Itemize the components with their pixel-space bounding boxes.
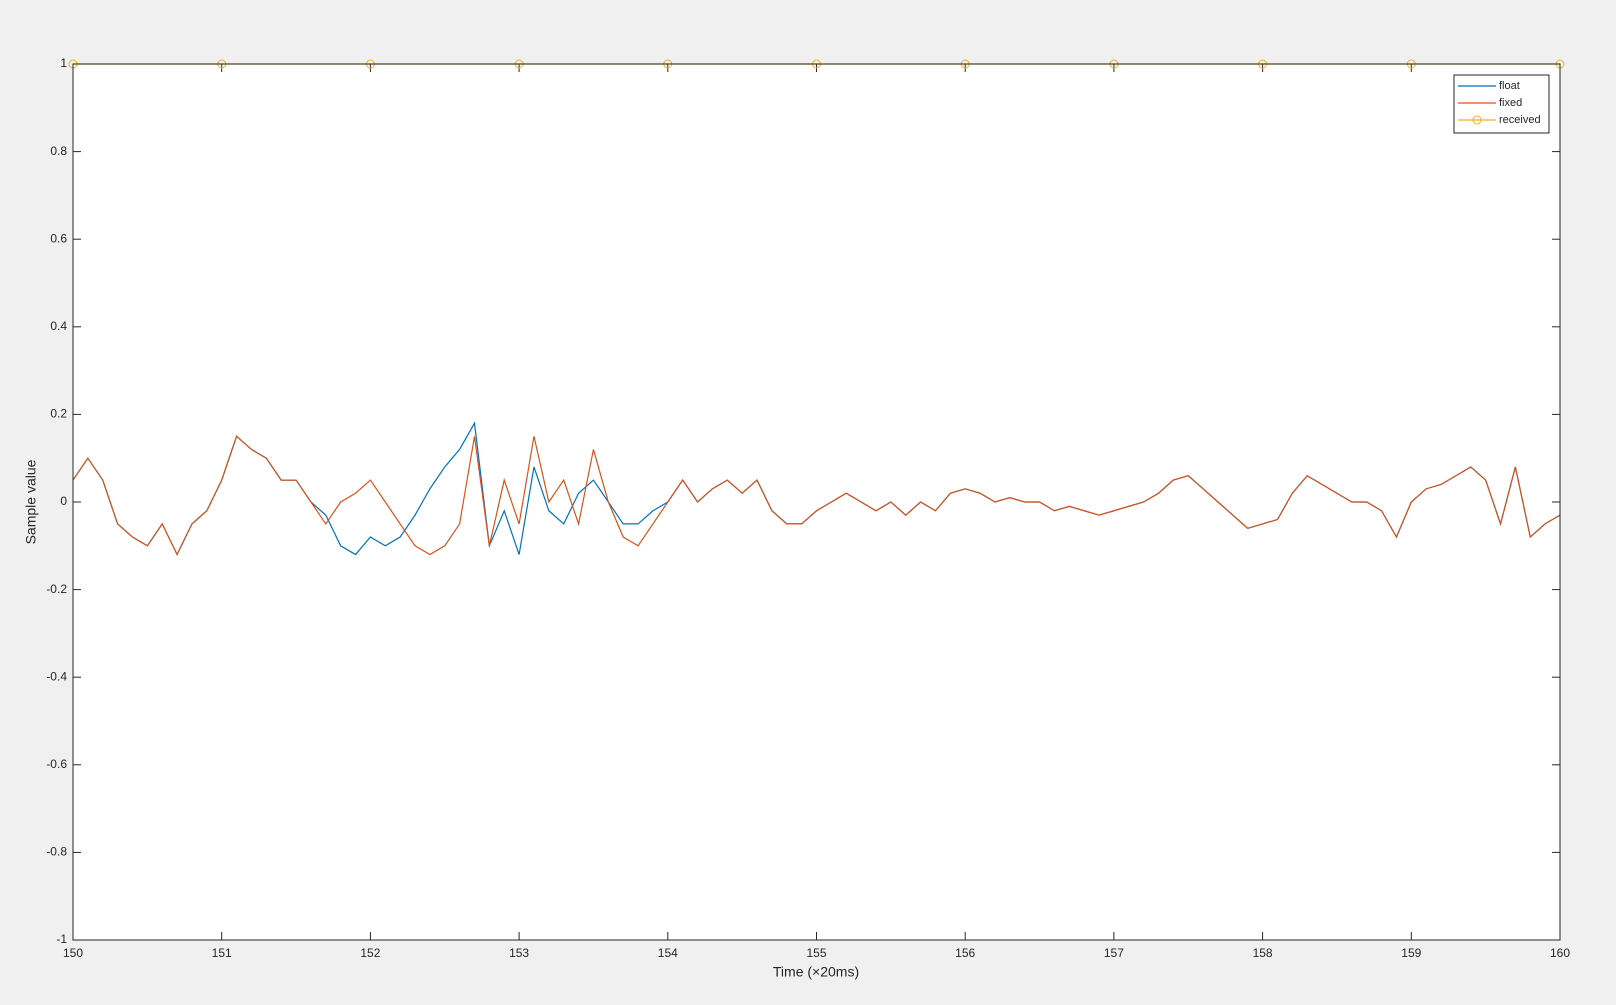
y-tick-label: 1 [60, 56, 67, 70]
legend-label: fixed [1499, 97, 1522, 109]
y-tick-label: 0.6 [50, 231, 67, 245]
x-tick-label: 158 [1253, 946, 1273, 960]
y-tick-label: -0.8 [46, 845, 67, 859]
y-tick-label: -0.4 [46, 669, 67, 683]
x-tick-label: 159 [1401, 946, 1421, 960]
y-tick-label: 0 [60, 494, 67, 508]
legend-label: float [1499, 80, 1520, 92]
y-tick-label: -0.6 [46, 757, 67, 771]
x-tick-label: 154 [658, 946, 678, 960]
y-axis-label: Sample value [23, 459, 39, 544]
x-tick-label: 151 [212, 946, 232, 960]
legend-marker [1472, 115, 1482, 125]
y-tick-label: -0.2 [46, 582, 67, 596]
y-tick-label: 0.4 [50, 319, 67, 333]
x-axis-label: Time (×20ms) [773, 964, 859, 980]
series-line [72, 435, 1561, 556]
x-tick-label: 155 [806, 946, 826, 960]
axes-box [72, 63, 1561, 941]
x-tick-label: 157 [1104, 946, 1124, 960]
y-tick-label: 0.8 [50, 144, 67, 158]
y-tick-label: -1 [56, 932, 67, 946]
legend-box [1453, 74, 1550, 134]
x-tick-label: 156 [955, 946, 975, 960]
x-tick-label: 150 [63, 946, 83, 960]
y-tick-label: 0.2 [50, 407, 67, 421]
legend-label: received [1499, 114, 1541, 126]
x-tick-label: 152 [360, 946, 380, 960]
x-tick-label: 160 [1550, 946, 1570, 960]
x-tick-label: 153 [509, 946, 529, 960]
plot-area [73, 64, 1560, 940]
